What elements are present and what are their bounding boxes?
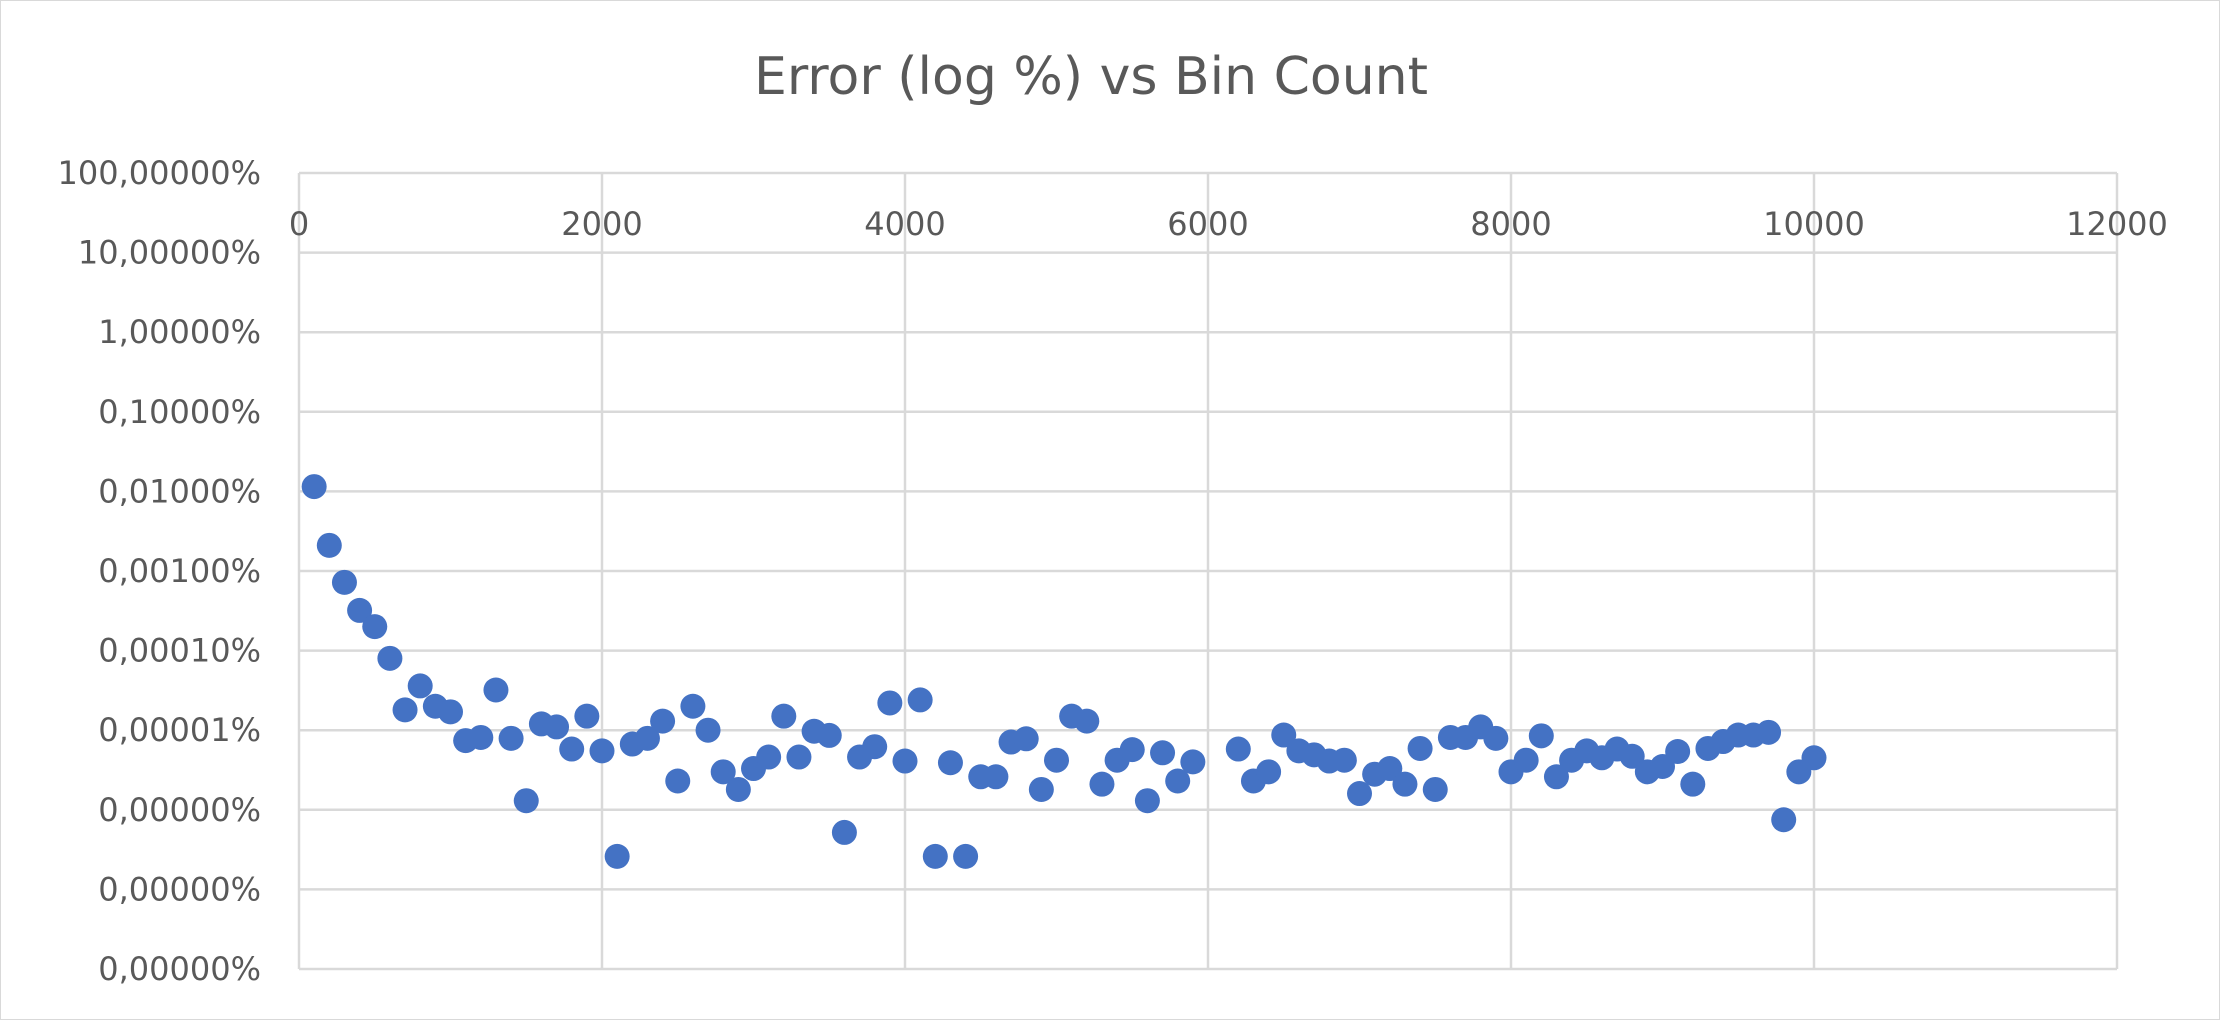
data-point [1150,740,1176,766]
data-point [392,697,418,723]
data-point [1271,722,1297,748]
data-point [301,474,327,500]
data-point [1165,768,1191,794]
x-axis-ticks: 0 2000 4000 6000 8000 10000 12000 [289,205,2168,243]
data-point [1665,739,1691,765]
y-tick-label: 0,10000% [98,393,261,431]
y-tick-label: 0,00001% [98,711,261,749]
data-point [922,843,948,869]
data-point [438,699,463,725]
data-point [1347,781,1372,807]
data-point [862,734,888,760]
data-point [483,677,509,703]
y-tick-label: 1,00000% [98,313,261,351]
data-point [1134,788,1160,814]
x-tick-label: 0 [289,205,309,243]
data-point [1377,756,1403,782]
data-point [1044,747,1069,773]
data-point [710,759,736,785]
chart-title: Error (log %) vs Bin Count [754,47,1428,107]
data-point [1543,764,1569,790]
y-tick-label: 0,01000% [98,472,261,510]
y-tick-label: 0,00000% [98,791,261,829]
data-point [589,738,615,764]
data-point [1771,807,1797,833]
x-tick-label: 2000 [561,205,642,243]
data-point [1392,771,1418,797]
data-point [1528,723,1554,749]
data-point [513,788,539,814]
data-point [695,717,721,743]
data-point [559,736,585,762]
data-point [877,690,903,716]
y-tick-label: 0,00010% [98,632,261,670]
y-tick-label: 100,00000% [58,154,261,192]
data-point [892,748,918,774]
data-point [816,722,842,748]
data-point [1028,776,1054,802]
data-point [1089,771,1115,797]
data-point [1180,749,1206,775]
y-tick-label: 0,00000% [98,870,261,908]
data-point [362,614,388,640]
y-axis-ticks: 100,00000% 10,00000% 1,00000% 0,10000% 0,010… [58,154,261,988]
grid [297,171,2119,971]
data-point [680,693,706,719]
data-point [771,703,797,729]
y-tick-label: 0,00000% [98,950,261,988]
data-point [1013,726,1039,752]
data-series [301,474,1827,869]
data-point [831,819,857,845]
x-tick-label: 12000 [2066,205,2168,243]
data-point [468,724,494,750]
data-point [1119,737,1145,763]
data-point [1756,719,1782,745]
data-point [937,750,963,776]
data-point [1680,771,1706,797]
data-point [347,597,373,623]
data-point [407,673,433,699]
data-point [544,714,570,740]
data-point [634,725,660,751]
data-point [1256,759,1282,785]
data-point [983,764,1009,790]
data-point [574,703,600,729]
data-point [1483,725,1509,751]
data-point [725,776,751,802]
data-point [377,645,403,671]
data-point [1331,747,1357,773]
data-point [650,708,676,734]
data-point [331,569,357,595]
data-point [1074,708,1100,734]
data-point [786,744,812,770]
x-tick-label: 6000 [1167,205,1248,243]
data-point [1801,745,1827,771]
data-point [1619,743,1645,769]
y-tick-label: 0,00100% [98,552,261,590]
x-tick-label: 8000 [1470,205,1551,243]
data-point [498,725,524,751]
data-point [953,843,979,869]
data-point [604,843,630,869]
data-point [756,744,782,770]
data-point [1407,735,1433,761]
y-tick-label: 10,00000% [78,234,261,272]
data-point [316,532,342,558]
data-point [1225,736,1251,762]
data-point [1513,747,1539,773]
x-tick-label: 10000 [1763,205,1865,243]
data-point [665,768,691,794]
data-point [907,687,933,713]
data-point [1422,776,1448,802]
x-tick-label: 4000 [864,205,945,243]
